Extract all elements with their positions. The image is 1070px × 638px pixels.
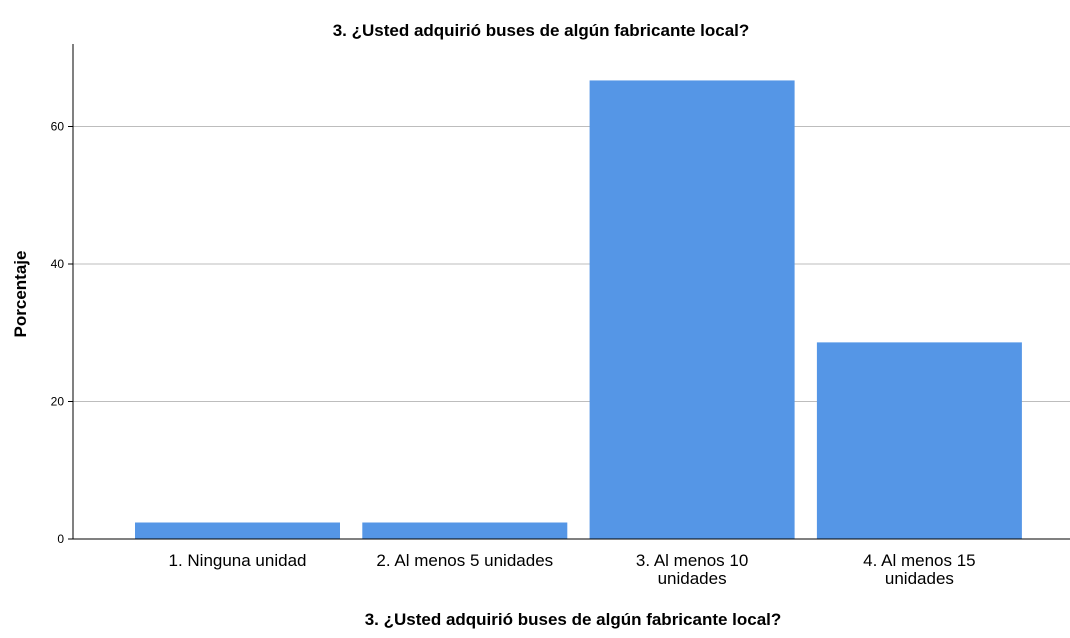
x-tick-label: 3. Al menos 10 unidades — [636, 551, 748, 588]
chart-title: 3. ¿Usted adquirió buses de algún fabric… — [333, 21, 750, 40]
x-tick-label: 1. Ninguna unidad — [168, 551, 306, 570]
axes — [68, 44, 1070, 540]
bar — [816, 342, 1022, 539]
x-axis-label: 3. ¿Usted adquirió buses de algún fabric… — [365, 610, 782, 629]
y-tick-label: 0 — [57, 532, 64, 546]
x-tick-label: 2. Al menos 5 unidades — [376, 551, 553, 570]
bar — [362, 522, 568, 539]
y-axis-label: Porcentaje — [11, 251, 30, 338]
y-tick-labels: 0 20 40 60 — [51, 120, 65, 547]
bar — [135, 522, 340, 539]
y-tick-label: 60 — [51, 120, 65, 134]
bars — [135, 80, 1022, 539]
y-tick-label: 20 — [51, 395, 65, 409]
y-tick-label: 40 — [51, 257, 65, 271]
x-tick-labels: 1. Ninguna unidad 2. Al menos 5 unidades 3… — [168, 551, 975, 588]
bar — [589, 80, 795, 539]
x-tick-label: 4. Al menos 15 unidades — [863, 551, 975, 588]
